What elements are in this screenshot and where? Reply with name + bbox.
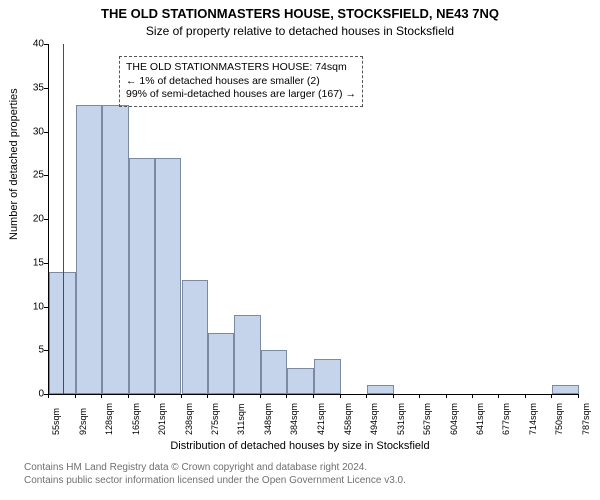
y-tick-mark — [44, 350, 48, 351]
property-marker-line — [63, 44, 64, 394]
x-tick-mark — [128, 394, 129, 398]
histogram-bar — [129, 158, 155, 394]
x-tick-label: 275sqm — [210, 403, 220, 435]
x-tick-label: 421sqm — [316, 403, 326, 435]
y-tick-label: 20 — [26, 214, 44, 225]
x-tick-label: 238sqm — [184, 403, 194, 435]
x-tick-mark — [48, 394, 49, 398]
chart-title: THE OLD STATIONMASTERS HOUSE, STOCKSFIEL… — [0, 6, 600, 21]
x-tick-mark — [419, 394, 420, 398]
x-tick-mark — [313, 394, 314, 398]
x-tick-label: 201sqm — [157, 403, 167, 435]
x-tick-mark — [551, 394, 552, 398]
x-tick-label: 55sqm — [51, 408, 61, 435]
histogram-bar — [234, 315, 261, 394]
histogram-bar — [287, 368, 314, 394]
plot-area: THE OLD STATIONMASTERS HOUSE: 74sqm← 1% … — [48, 44, 579, 395]
y-tick-label: 40 — [26, 39, 44, 50]
x-tick-label: 531sqm — [396, 403, 406, 435]
footer-text: Contains HM Land Registry data © Crown c… — [24, 462, 406, 487]
annotation-line: ← 1% of detached houses are smaller (2) — [126, 75, 356, 89]
histogram-bar — [314, 359, 341, 394]
x-tick-label: 128sqm — [104, 403, 114, 435]
x-tick-label: 677sqm — [501, 403, 511, 435]
y-tick-label: 0 — [26, 389, 44, 400]
y-tick-label: 35 — [26, 82, 44, 93]
annotation-line: 99% of semi-detached houses are larger (… — [126, 88, 356, 102]
histogram-bar — [367, 385, 394, 394]
x-tick-label: 494sqm — [369, 403, 379, 435]
y-tick-mark — [44, 263, 48, 264]
histogram-bar — [182, 280, 209, 394]
x-tick-mark — [498, 394, 499, 398]
y-tick-label: 30 — [26, 126, 44, 137]
y-tick-label: 5 — [26, 345, 44, 356]
x-tick-label: 458sqm — [343, 403, 353, 435]
x-tick-mark — [366, 394, 367, 398]
x-tick-mark — [101, 394, 102, 398]
chart-subtitle: Size of property relative to detached ho… — [0, 24, 600, 38]
annotation-line: THE OLD STATIONMASTERS HOUSE: 74sqm — [126, 61, 356, 75]
y-tick-label: 15 — [26, 257, 44, 268]
y-tick-mark — [44, 307, 48, 308]
x-axis-label: Distribution of detached houses by size … — [0, 440, 600, 452]
x-tick-mark — [393, 394, 394, 398]
x-tick-mark — [207, 394, 208, 398]
x-tick-mark — [446, 394, 447, 398]
y-tick-label: 25 — [26, 170, 44, 181]
chart-page: THE OLD STATIONMASTERS HOUSE, STOCKSFIEL… — [0, 0, 600, 500]
histogram-bar — [155, 158, 182, 394]
histogram-bar — [102, 105, 129, 394]
footer-line-1: Contains HM Land Registry data © Crown c… — [24, 462, 406, 475]
x-tick-mark — [75, 394, 76, 398]
x-tick-label: 787sqm — [581, 403, 591, 435]
y-tick-mark — [44, 44, 48, 45]
x-tick-label: 384sqm — [289, 403, 299, 435]
x-tick-label: 165sqm — [131, 403, 141, 435]
x-tick-label: 714sqm — [528, 403, 538, 435]
x-tick-mark — [525, 394, 526, 398]
x-tick-mark — [154, 394, 155, 398]
x-tick-label: 567sqm — [422, 403, 432, 435]
x-tick-mark — [578, 394, 579, 398]
histogram-bar — [76, 105, 102, 394]
y-tick-mark — [44, 219, 48, 220]
y-tick-mark — [44, 132, 48, 133]
y-axis-label: Number of detached properties — [8, 88, 20, 240]
x-tick-mark — [286, 394, 287, 398]
footer-line-2: Contains public sector information licen… — [24, 475, 406, 488]
y-tick-mark — [44, 88, 48, 89]
x-tick-mark — [181, 394, 182, 398]
x-tick-label: 641sqm — [475, 403, 485, 435]
x-tick-label: 750sqm — [554, 403, 564, 435]
x-tick-label: 92sqm — [78, 408, 88, 435]
x-tick-mark — [472, 394, 473, 398]
histogram-bar — [552, 385, 579, 394]
x-tick-label: 348sqm — [263, 403, 273, 435]
annotation-box: THE OLD STATIONMASTERS HOUSE: 74sqm← 1% … — [119, 56, 363, 107]
histogram-bar — [208, 333, 234, 394]
x-tick-mark — [340, 394, 341, 398]
x-tick-label: 604sqm — [449, 403, 459, 435]
y-tick-label: 10 — [26, 301, 44, 312]
x-tick-mark — [233, 394, 234, 398]
y-tick-mark — [44, 175, 48, 176]
x-tick-mark — [260, 394, 261, 398]
histogram-bar — [261, 350, 287, 394]
x-tick-label: 311sqm — [236, 404, 246, 435]
